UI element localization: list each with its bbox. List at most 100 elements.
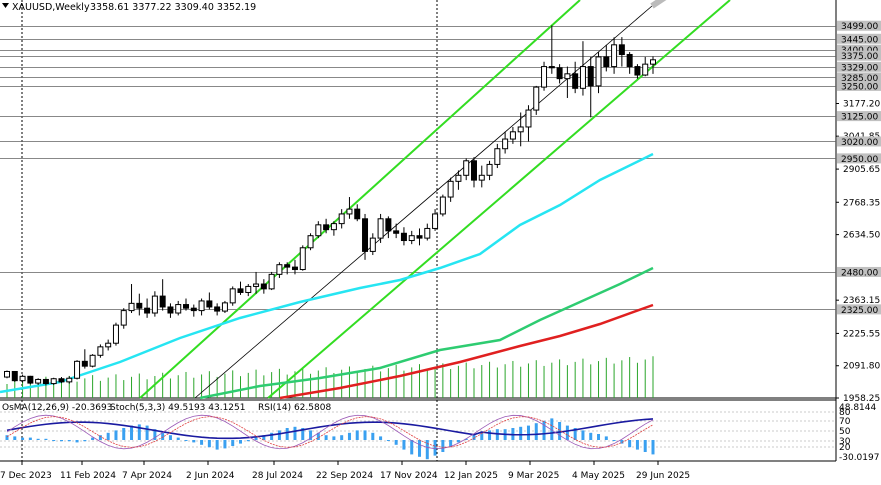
candle-body — [587, 66, 594, 87]
candle-body — [97, 346, 104, 356]
y-tick-label: 2363.15 — [843, 296, 880, 306]
candle — [377, 213, 384, 243]
osma-bar — [36, 438, 40, 440]
candle-body — [315, 224, 322, 237]
candle — [198, 298, 205, 316]
trend-channel-line — [267, 0, 731, 399]
candle — [253, 271, 260, 294]
y-tick-label: 2091.80 — [843, 362, 880, 372]
candle-body — [50, 378, 57, 385]
candle-body — [81, 360, 88, 367]
osma-bar — [542, 420, 546, 440]
candle — [362, 213, 369, 260]
symbol-dropdown-icon[interactable] — [2, 3, 9, 8]
candle — [206, 292, 213, 310]
candle-body — [634, 66, 641, 76]
candle — [393, 223, 400, 239]
osma-bar — [301, 428, 305, 440]
x-tick-label: 11 Feb 2024 — [60, 471, 116, 481]
candle — [416, 228, 423, 246]
price-level-label: 3250.00 — [841, 82, 878, 92]
candle — [470, 157, 477, 188]
candle — [463, 158, 470, 181]
candle-body — [533, 86, 540, 111]
osma-bar — [488, 430, 492, 440]
candle-body — [595, 56, 602, 87]
price-level-tag — [837, 111, 881, 122]
osma-bar — [449, 440, 453, 448]
osma-bar — [643, 440, 647, 452]
osma-bar — [246, 440, 250, 442]
candle — [183, 298, 190, 311]
x-tick-label: 2 Jun 2024 — [186, 471, 235, 481]
candle — [128, 284, 135, 314]
candle — [159, 279, 166, 311]
x-tick-label: 22 Sep 2024 — [316, 471, 373, 481]
candle — [626, 52, 633, 74]
osma-bar — [534, 423, 538, 440]
price-level-tag — [837, 136, 881, 147]
stochastic-signal-line — [6, 416, 654, 448]
candle — [400, 227, 407, 246]
candle — [564, 66, 571, 98]
candle-body — [136, 302, 143, 309]
candle — [494, 143, 501, 169]
osma-bar — [145, 425, 149, 440]
candle-body — [144, 307, 151, 314]
osma-bar — [91, 437, 95, 440]
osma-bar — [464, 438, 468, 440]
candle-body — [11, 370, 18, 382]
osma-bar — [425, 440, 429, 460]
candle — [533, 85, 540, 115]
price-level-label: 3375.00 — [841, 52, 878, 62]
candle-body — [478, 174, 485, 181]
osma-bar — [332, 436, 336, 440]
y-tick-label: 2905.65 — [843, 165, 880, 175]
candle-body — [284, 264, 291, 268]
y-tick-label: 2768.35 — [843, 198, 880, 208]
candle-body — [42, 378, 49, 385]
candle — [284, 262, 291, 275]
candle — [214, 303, 221, 316]
candle — [634, 64, 641, 79]
candle — [221, 300, 228, 314]
osma-bar — [620, 440, 624, 444]
candle-body — [253, 283, 260, 287]
candle-body — [112, 324, 119, 344]
candle-body — [128, 302, 135, 312]
trend-channel-line — [650, 0, 667, 9]
osma-bar — [130, 425, 134, 440]
candle — [35, 378, 42, 386]
candle-body — [393, 230, 400, 234]
price-level-label: 3499.00 — [841, 22, 878, 32]
candle-body — [377, 218, 384, 239]
osma-bar — [231, 440, 235, 446]
candle — [144, 298, 151, 318]
moving-average-cyan — [0, 152, 654, 394]
price-level-tag — [837, 20, 881, 31]
osma-bar — [114, 430, 118, 440]
osma-bar — [309, 430, 313, 440]
candle — [27, 375, 34, 385]
osma-bar — [176, 437, 180, 440]
osma-bar — [153, 429, 157, 440]
candle-body — [4, 370, 10, 378]
candle — [245, 284, 252, 297]
candle-body — [556, 67, 563, 80]
osma-bar — [456, 440, 460, 443]
price-level-label: 2480.00 — [841, 268, 878, 278]
osma-bar — [262, 435, 266, 440]
candle — [455, 170, 462, 190]
rsi-indicator-label: RSI(14) 62.5808 — [258, 403, 331, 413]
osma-bar — [238, 440, 242, 444]
osma-bar — [433, 440, 437, 456]
candle-body — [486, 163, 493, 176]
osma-bar — [215, 440, 219, 450]
osma-bar — [558, 422, 562, 440]
candle-body — [626, 53, 633, 68]
candle-body — [330, 223, 337, 231]
candle-body — [400, 232, 407, 242]
candle — [338, 209, 345, 229]
candle-body — [35, 378, 42, 384]
